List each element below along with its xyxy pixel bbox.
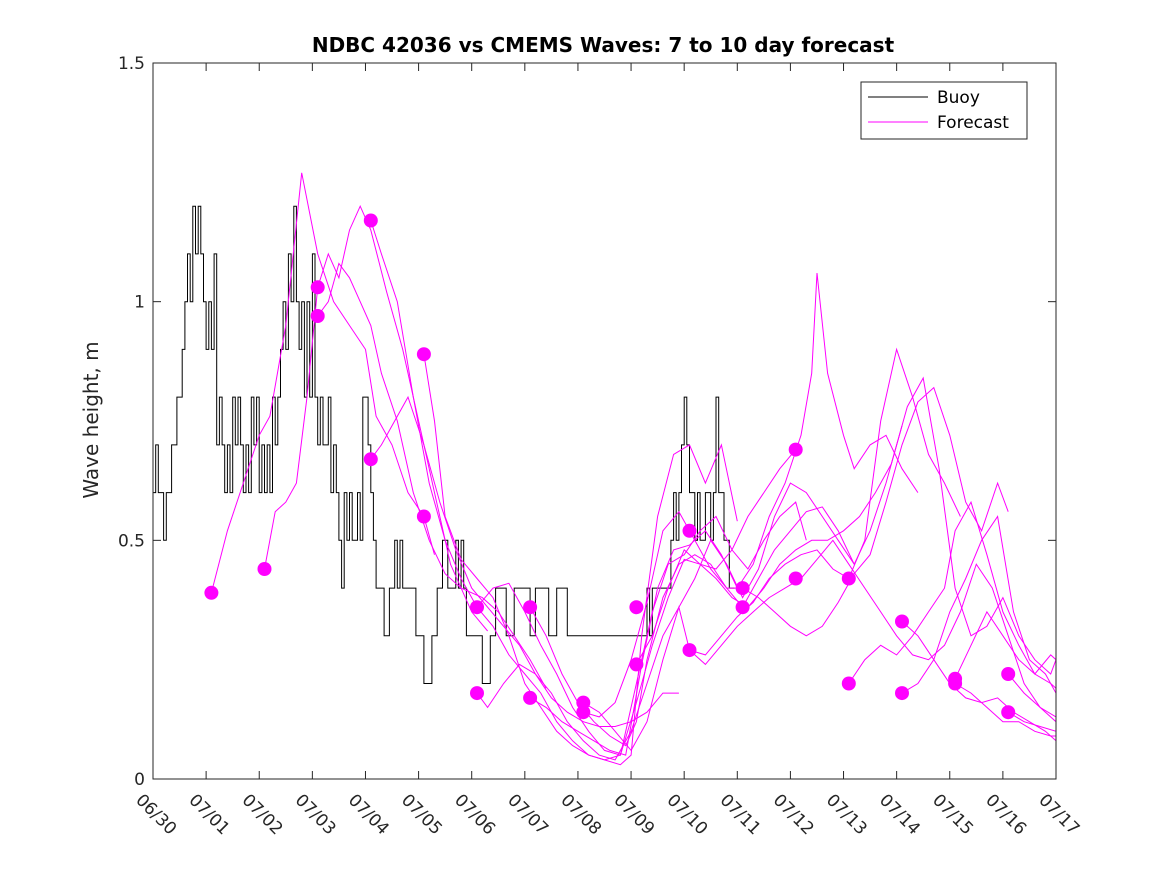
forecast-series-line-13 bbox=[635, 376, 1056, 675]
forecast-start-marker bbox=[735, 600, 750, 615]
forecast-start-marker bbox=[788, 442, 803, 457]
forecast-start-marker bbox=[416, 509, 431, 524]
legend-forecast-label: Forecast bbox=[937, 113, 1009, 133]
forecast-start-marker bbox=[629, 657, 644, 672]
forecast-start-marker bbox=[576, 695, 591, 710]
forecast-series-line-15 bbox=[848, 500, 1056, 689]
forecast-start-marker bbox=[682, 523, 697, 538]
y-tick-label: 1.5 bbox=[118, 54, 145, 74]
y-tick-label: 1 bbox=[134, 293, 145, 313]
forecast-series-line-11 bbox=[583, 347, 961, 752]
forecast-series-line-9 bbox=[529, 425, 903, 747]
legend-box bbox=[860, 81, 1028, 140]
chart-title: NDBC 42036 vs CMEMS Waves: 7 to 10 day f… bbox=[312, 33, 895, 57]
forecast-start-marker bbox=[1001, 667, 1016, 681]
forecast-start-marker bbox=[204, 585, 219, 600]
forecast-start-marker bbox=[523, 600, 538, 615]
forecast-start-marker bbox=[310, 280, 325, 295]
forecast-series-line-14 bbox=[689, 539, 1056, 723]
forecast-series-line-8 bbox=[476, 482, 855, 761]
legend: Buoy Forecast bbox=[860, 81, 1028, 140]
forecast-start-marker bbox=[363, 452, 378, 467]
forecast-start-marker bbox=[948, 676, 963, 691]
forecast-series-line-19 bbox=[954, 610, 1056, 680]
forecast-start-marker bbox=[470, 686, 484, 701]
forecast-start-marker bbox=[363, 213, 378, 228]
forecast-start-marker bbox=[841, 676, 856, 691]
forecast-start-marker bbox=[576, 705, 591, 720]
forecast-start-marker bbox=[416, 347, 431, 362]
forecast-series-line-4 bbox=[370, 395, 679, 727]
forecast-series-line-3 bbox=[317, 262, 547, 689]
forecast-start-marker bbox=[629, 600, 644, 615]
forecast-start-marker bbox=[895, 614, 909, 629]
forecast-start-marker bbox=[895, 686, 909, 701]
y-tick-label: 0.5 bbox=[118, 531, 145, 551]
y-tick-label: 0 bbox=[134, 770, 145, 790]
forecast-start-marker bbox=[523, 690, 538, 705]
forecast-series-line-2 bbox=[264, 204, 488, 632]
forecast-start-marker bbox=[735, 581, 750, 596]
forecast-start-marker bbox=[1001, 705, 1016, 720]
forecast-start-marker bbox=[310, 309, 325, 323]
plot-area bbox=[153, 172, 1056, 766]
forecast-start-marker bbox=[841, 571, 856, 586]
forecast-series-line-21 bbox=[1007, 711, 1056, 732]
forecast-series-line-12 bbox=[583, 386, 1009, 718]
forecast-start-marker bbox=[682, 643, 697, 658]
axes-frame bbox=[152, 62, 1057, 780]
forecast-start-marker bbox=[257, 562, 272, 576]
forecast-series-line-20 bbox=[1007, 673, 1056, 718]
forecast-series-line-16 bbox=[901, 515, 1056, 694]
forecast-start-marker bbox=[788, 571, 803, 586]
forecast-series-line-18 bbox=[954, 683, 1056, 737]
forecast-series-line-6 bbox=[423, 354, 738, 766]
legend-buoy-label: Buoy bbox=[937, 88, 980, 108]
forecast-series-line-1 bbox=[210, 172, 435, 593]
forecast-start-marker bbox=[470, 600, 484, 615]
y-axis-label: Wave height, m bbox=[79, 341, 103, 498]
